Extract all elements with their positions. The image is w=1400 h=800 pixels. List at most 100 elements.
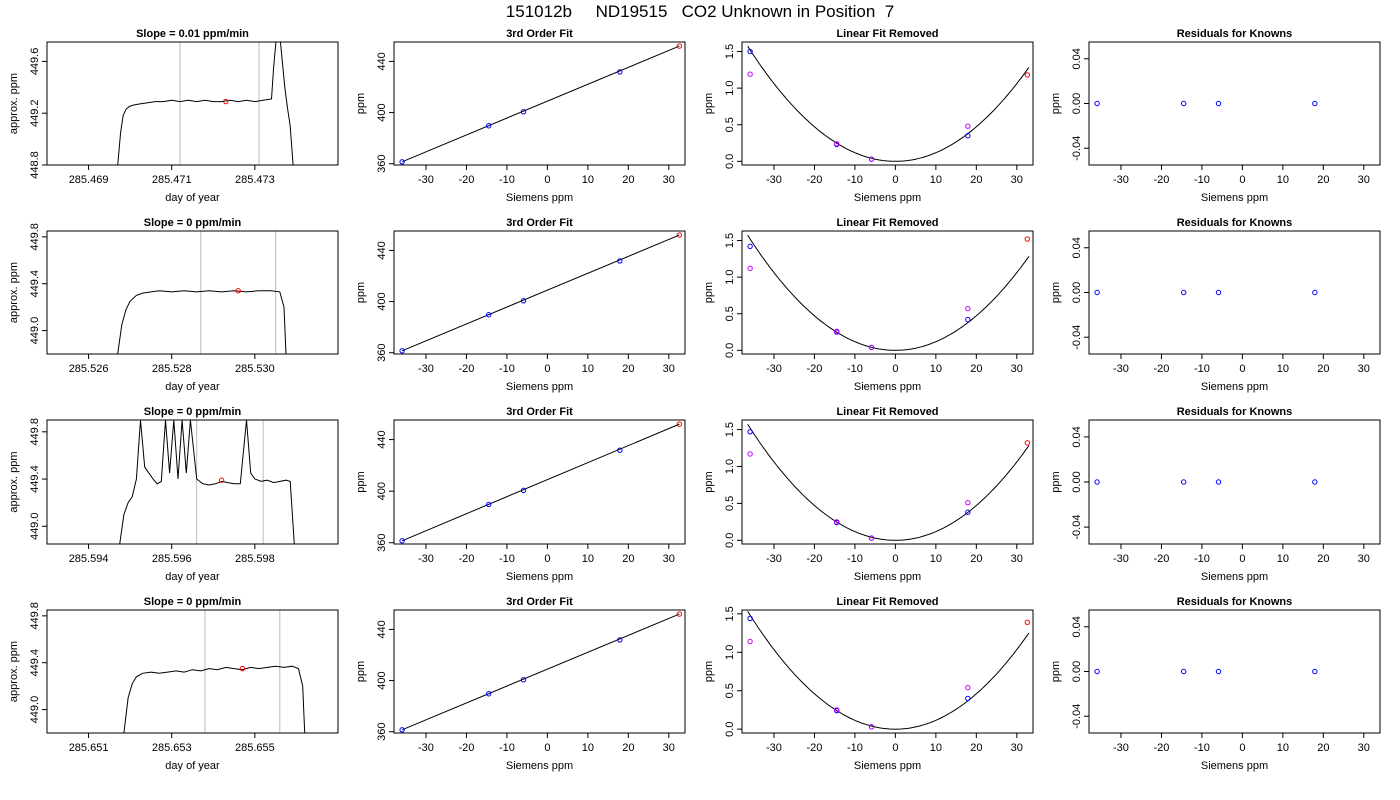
x-tick-label: 10 xyxy=(1277,742,1289,754)
panel-title: Residuals for Knowns xyxy=(1177,596,1293,608)
panel-title: Linear Fit Removed xyxy=(836,406,938,418)
data-point xyxy=(486,501,492,508)
x-tick-label: 20 xyxy=(970,742,982,754)
panel-title: Residuals for Knowns xyxy=(1177,217,1293,229)
x-tick-label: -20 xyxy=(806,174,822,186)
y-tick-label: 0.0 xyxy=(724,343,736,358)
y-tick-label: -0.04 xyxy=(1071,136,1083,161)
plot-frame xyxy=(46,419,339,545)
x-tick-label: -30 xyxy=(1113,742,1129,754)
x-axis-label: day of year xyxy=(165,760,220,772)
y-axis-label: ppm xyxy=(355,661,367,682)
y-tick-label: 0.5 xyxy=(724,496,736,511)
x-tick-label: -30 xyxy=(1113,553,1129,565)
plot-frame xyxy=(741,230,1034,355)
x-tick-label: -10 xyxy=(847,174,863,186)
y-tick-label: 1.5 xyxy=(724,44,736,59)
plot-area xyxy=(119,420,295,544)
data-point xyxy=(747,71,753,77)
x-axis-label: Siemens ppm xyxy=(854,192,921,204)
data-point xyxy=(1215,479,1222,485)
x-tick-label: 10 xyxy=(1277,174,1289,186)
data-point xyxy=(1312,479,1318,485)
y-tick-label: 0.04 xyxy=(1071,48,1083,69)
data-point xyxy=(676,421,683,427)
y-tick-label: 0.5 xyxy=(724,306,736,321)
x-tick-label: 30 xyxy=(1358,174,1370,186)
data-point xyxy=(520,487,527,494)
page-title: 151012b ND19515 CO2 Unknown in Position … xyxy=(505,2,895,21)
y-tick-label: 440 xyxy=(376,241,388,259)
panel-title: Residuals for Knowns xyxy=(1177,28,1293,40)
plot-frame xyxy=(46,230,339,355)
y-tick-label: 0.00 xyxy=(1071,471,1083,492)
x-tick-label: -10 xyxy=(847,363,863,375)
panel-title: Slope = 0.01 ppm/min xyxy=(136,28,249,40)
x-tick-label: 0 xyxy=(892,553,898,565)
data-point xyxy=(399,727,405,733)
panel-title: Linear Fit Removed xyxy=(836,596,938,608)
x-tick-label: -10 xyxy=(499,742,515,754)
x-tick-label: 30 xyxy=(1358,553,1370,565)
x-tick-label: 10 xyxy=(930,363,942,375)
panel: 3rd Order Fit -30 -20 -10 0 10 20 30 360 400 440 Si… xyxy=(355,596,686,772)
plot-area xyxy=(1094,289,1318,296)
data-point xyxy=(834,707,840,713)
fit-line xyxy=(401,613,680,731)
x-tick-label: -10 xyxy=(1194,174,1210,186)
x-tick-label: 10 xyxy=(930,553,942,565)
x-tick-label: 30 xyxy=(663,174,675,186)
panel-title: Residuals for Knowns xyxy=(1177,406,1293,418)
y-axis-label: ppm xyxy=(703,661,715,682)
plot-frame xyxy=(741,419,1034,545)
plot-area xyxy=(399,232,683,354)
plot-area xyxy=(399,611,683,733)
data-point xyxy=(1181,668,1187,675)
x-tick-label: 285.469 xyxy=(69,174,109,186)
data-point xyxy=(676,232,683,238)
y-tick-label: 400 xyxy=(376,103,388,121)
x-tick-label: 0 xyxy=(892,174,898,186)
x-axis-label: day of year xyxy=(165,192,220,204)
data-trace xyxy=(117,42,294,165)
x-tick-label: 30 xyxy=(1011,363,1023,375)
x-tick-label: -30 xyxy=(766,363,782,375)
x-tick-label: -30 xyxy=(418,363,434,375)
y-tick-label: 449.4 xyxy=(29,270,41,298)
panel-title: 3rd Order Fit xyxy=(506,28,573,40)
panel: Residuals for Knowns -30 -20 -10 0 10 20 30 -0.0… xyxy=(1050,217,1381,393)
fit-curve xyxy=(747,424,1030,541)
y-axis-label: ppm xyxy=(355,471,367,492)
x-tick-label: 0 xyxy=(544,553,550,565)
y-tick-label: 440 xyxy=(376,430,388,448)
x-axis-label: Siemens ppm xyxy=(506,571,573,583)
x-tick-label: 20 xyxy=(622,174,634,186)
plot-area xyxy=(1094,668,1318,675)
y-axis-label: approx. ppm xyxy=(8,73,20,134)
data-point xyxy=(868,156,875,162)
panel-title: Linear Fit Removed xyxy=(836,28,938,40)
y-tick-label: 360 xyxy=(376,155,388,173)
data-point xyxy=(1024,72,1031,78)
x-tick-label: -10 xyxy=(1194,363,1210,375)
plot-area xyxy=(747,611,1031,730)
x-tick-label: 0 xyxy=(892,363,898,375)
x-tick-label: 30 xyxy=(1358,363,1370,375)
y-tick-label: 448.8 xyxy=(29,151,41,179)
y-axis-label: approx. ppm xyxy=(8,451,20,512)
x-tick-label: 0 xyxy=(544,363,550,375)
x-tick-label: 285.653 xyxy=(152,742,192,754)
data-point xyxy=(834,141,840,147)
x-tick-label: 285.528 xyxy=(152,363,192,375)
x-tick-label: 0 xyxy=(544,742,550,754)
data-point xyxy=(965,695,971,702)
data-point xyxy=(965,305,971,312)
plot-frame xyxy=(46,609,339,734)
plot-area xyxy=(399,43,683,165)
x-tick-label: -30 xyxy=(1113,174,1129,186)
data-point xyxy=(965,499,971,506)
x-axis-label: Siemens ppm xyxy=(1201,192,1268,204)
y-axis-label: ppm xyxy=(703,93,715,114)
y-tick-label: 1.0 xyxy=(724,269,736,284)
plot-area xyxy=(117,288,287,354)
